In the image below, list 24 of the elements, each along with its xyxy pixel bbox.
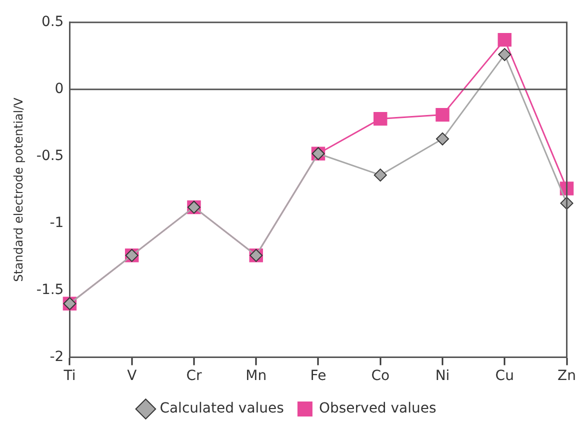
x-tick-label: Fe	[310, 368, 326, 384]
point	[498, 32, 512, 47]
x-tick-label: Co	[371, 368, 390, 384]
y-tick-label: 0.5	[41, 14, 64, 30]
point	[374, 168, 387, 182]
x-tick-label: Zn	[558, 368, 576, 384]
y-tick-label: -1	[50, 214, 64, 231]
legend-label: Calculated values	[160, 400, 284, 417]
x-tick-label: Cu	[495, 368, 514, 384]
y-tick-label: -2	[50, 348, 64, 365]
x-tick-label: Mn	[246, 368, 267, 384]
point	[436, 108, 450, 122]
y-axis-title: Standard electrode potential/V	[11, 96, 26, 282]
y-tick-label: -1.5	[36, 282, 64, 298]
point	[436, 132, 450, 146]
x-tick-label: Cr	[186, 368, 202, 384]
x-tick-label: Ni	[435, 368, 450, 384]
x-tick-label: Ti	[62, 368, 76, 384]
y-tick-label: 0	[54, 81, 64, 97]
x-tick-label: V	[127, 368, 138, 384]
point	[498, 48, 512, 62]
y-tick-label: -0.5	[36, 148, 64, 164]
legend-label: Observed values	[318, 400, 436, 417]
point	[374, 112, 388, 126]
